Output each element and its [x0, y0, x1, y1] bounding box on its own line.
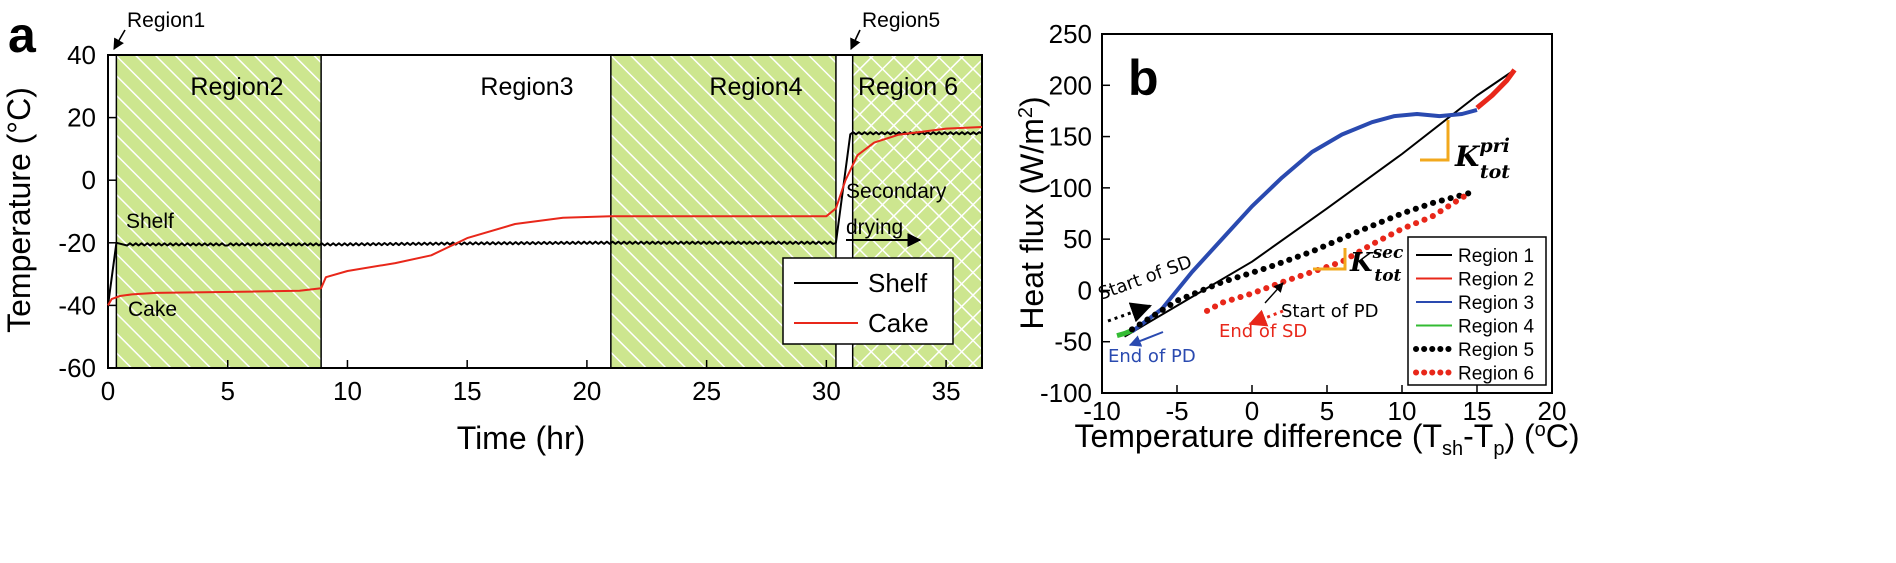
series-region-6 — [1204, 190, 1473, 314]
end-pd-arrow — [1128, 331, 1164, 347]
x-tick-label-b: 0 — [1245, 396, 1259, 426]
legend-label-region-2: Region 2 — [1458, 270, 1534, 291]
y-tick-label-b: 100 — [1049, 173, 1092, 203]
y-tick-label-a: 0 — [82, 165, 96, 195]
panel-label-a: a — [8, 7, 37, 63]
legend-label-shelf: Shelf — [868, 268, 928, 298]
y-ticks-b: 250 200 150 100 50 0 -50 -100 — [1040, 19, 1110, 408]
x-axis-label-a: Time (hr) — [457, 420, 586, 456]
region5-annotation: Region5 — [862, 9, 940, 32]
y-tick-label-b: 250 — [1049, 19, 1092, 49]
legend-box-a — [782, 257, 954, 345]
x-tick-label-b: -5 — [1165, 396, 1188, 426]
x-tick-label-a: 30 — [812, 376, 841, 406]
x-tick-label-a: 15 — [453, 376, 482, 406]
series-region-5 — [1129, 190, 1473, 333]
region6-label: Region 6 — [858, 73, 958, 101]
series-a — [107, 126, 983, 306]
legend-box-b — [1407, 236, 1547, 386]
x-ticks-b: -10 -5 0 5 10 15 20 — [1083, 385, 1566, 426]
legend-label-region-5: Region 5 — [1458, 340, 1534, 361]
end-sd-arrow — [1248, 309, 1284, 327]
region2-label: Region2 — [190, 73, 283, 101]
legend-label-region-3: Region 3 — [1458, 293, 1534, 314]
x-tick-label-a: 35 — [932, 376, 961, 406]
y-tick-label-a: 40 — [67, 40, 96, 70]
y-tick-label-a: -20 — [58, 228, 96, 258]
x-tick-label-b: 5 — [1320, 396, 1334, 426]
y-tick-label-a: -40 — [58, 290, 96, 320]
region1-arrow — [113, 29, 126, 50]
y-tick-label-a: 20 — [67, 103, 96, 133]
region5-arrow — [850, 29, 861, 51]
secondary-annotation: Secondary — [846, 180, 947, 203]
k-pri-bracket — [1420, 120, 1450, 162]
start-sd-annotation: Start of SD — [1096, 251, 1195, 304]
y-tick-label-a: -60 — [58, 353, 96, 383]
shelf-annotation: Shelf — [126, 210, 174, 233]
x-ticks-a: 0 5 10 15 20 25 30 35 — [101, 360, 961, 406]
series-line-cake — [107, 126, 983, 306]
region1-annotation: Region1 — [127, 9, 205, 32]
plot-frame-a — [107, 54, 983, 369]
x-axis-label-b: Temperature difference (Tsh-Tp) (oC) — [1074, 418, 1579, 460]
series-line-shelf — [107, 131, 983, 306]
end-pd-annotation: End of PD — [1108, 346, 1196, 367]
x-tick-label-b: -10 — [1083, 396, 1121, 426]
x-tick-label-a: 10 — [333, 376, 362, 406]
x-tick-label-b: 15 — [1463, 396, 1492, 426]
y-tick-label-b: 200 — [1049, 70, 1092, 100]
panel-label-b: b — [1128, 50, 1159, 106]
x-tick-label-a: 25 — [692, 376, 721, 406]
end-sd-annotation: End of SD — [1219, 321, 1307, 342]
y-axis-label-a: Temperature (°C) — [1, 87, 37, 333]
y-tick-label-b: -50 — [1054, 327, 1092, 357]
series-b — [1116, 68, 1517, 339]
y-tick-label-b: -100 — [1040, 378, 1092, 408]
x-tick-label-b: 20 — [1538, 396, 1567, 426]
x-tick-label-a: 0 — [101, 376, 115, 406]
k-sec-bracket — [1313, 248, 1347, 271]
cake-annotation: Cake — [128, 298, 177, 321]
series-region-4 — [1116, 328, 1133, 339]
legend-label-region-1: Region 1 — [1458, 246, 1534, 267]
y-tick-label-b: 0 — [1078, 275, 1092, 305]
legend-label-region-6: Region 6 — [1458, 364, 1534, 385]
legend-label-cake: Cake — [868, 308, 929, 338]
x-tick-label-a: 20 — [572, 376, 601, 406]
start-pd-annotation: Start of PD — [1281, 301, 1378, 322]
region4-label: Region4 — [709, 73, 802, 101]
start-pd-arrow — [1264, 282, 1284, 304]
y-axis-label-b: Heat flux (W/m2) — [1014, 96, 1050, 329]
start-sd-arrow — [1107, 302, 1152, 323]
region-band-region2 — [115, 54, 322, 369]
legend-a: Shelf Cake — [782, 257, 954, 345]
y-tick-label-b: 150 — [1049, 122, 1092, 152]
k-pri-label: Kpri tot — [1454, 135, 1510, 183]
x-tick-label-b: 10 — [1388, 396, 1417, 426]
series-region-1 — [1123, 71, 1513, 338]
region3-label: Region3 — [480, 73, 573, 101]
x-tick-label-a: 5 — [220, 376, 234, 406]
series-region-3 — [1130, 107, 1478, 334]
drying-annotation: drying — [846, 216, 903, 239]
legend-label-region-4: Region 4 — [1458, 317, 1534, 338]
y-tick-label-b: 50 — [1063, 224, 1092, 254]
series-region-2 — [1475, 68, 1517, 110]
k-sec-label: Ksec tot — [1349, 243, 1404, 286]
y-ticks-a: 40 20 0 -20 -40 -60 — [58, 40, 116, 383]
